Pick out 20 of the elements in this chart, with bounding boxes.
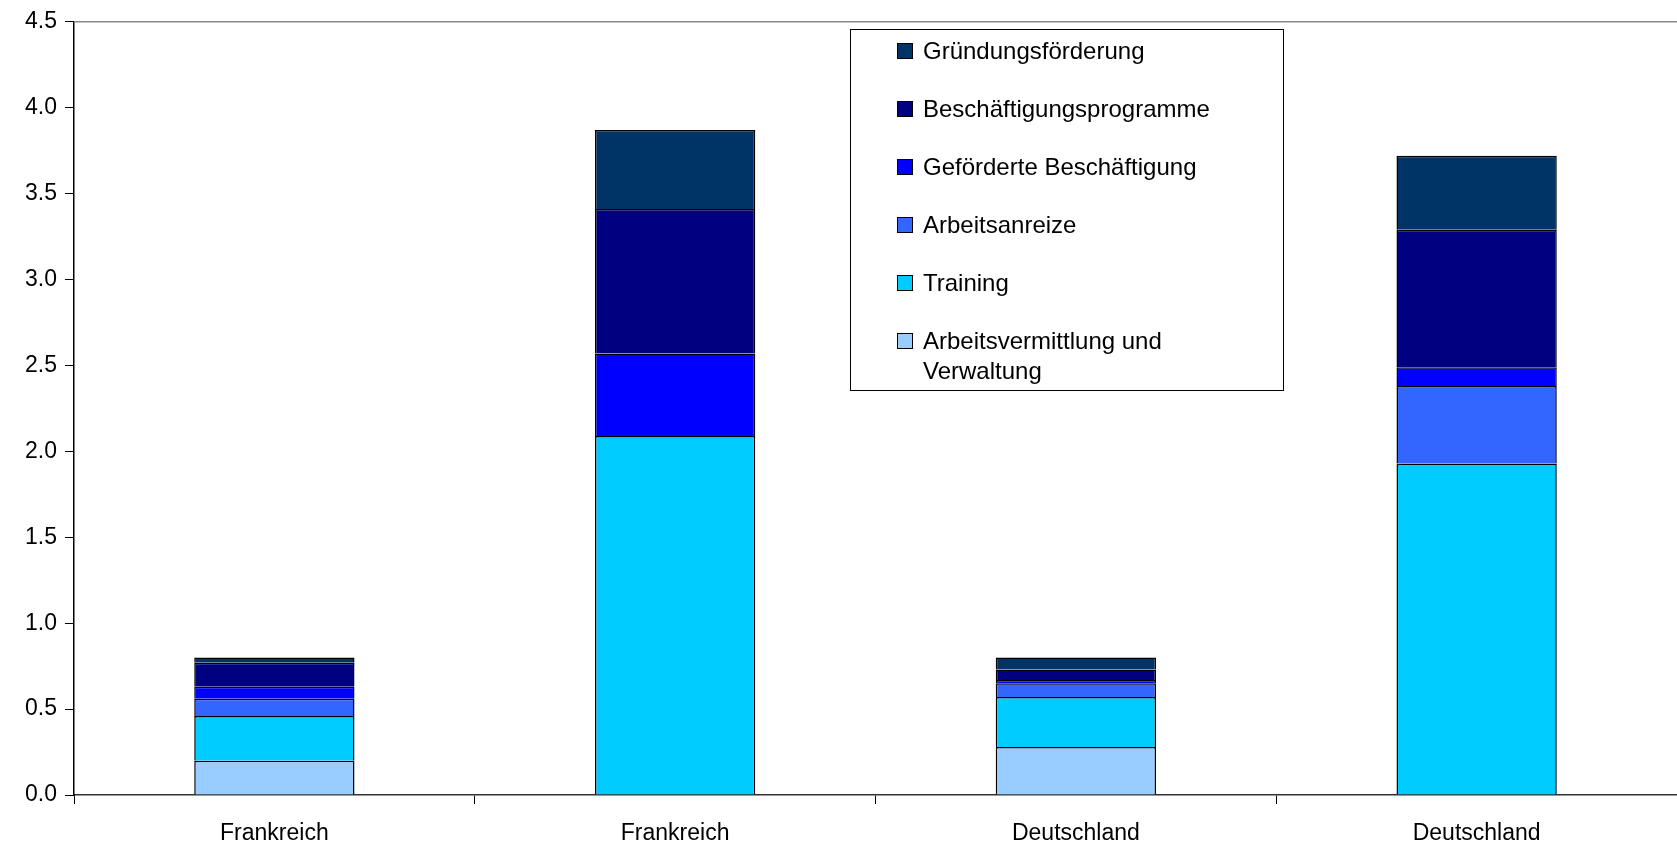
x-tick-label: Frankreich <box>220 819 329 846</box>
legend-label: Beschäftigungsprogramme <box>923 94 1210 124</box>
y-tick-label: 3.5 <box>25 178 57 205</box>
legend-label: Gründungsförderung <box>923 36 1145 66</box>
y-tick-label: 1.5 <box>25 522 57 549</box>
legend-label: Training <box>923 268 1009 298</box>
x-tick-label: Deutschland <box>1412 819 1541 846</box>
y-tick-label: 2.5 <box>25 350 57 377</box>
legend-label: Geförderte Beschäftigung <box>923 152 1197 182</box>
y-tick-label: 1.0 <box>25 608 57 635</box>
y-tick-label: 0.0 <box>25 780 57 807</box>
x-tick-label: Deutschland <box>1011 819 1140 846</box>
legend-label: Arbeitsanreize <box>923 210 1077 240</box>
y-tick-label: 2.0 <box>25 436 57 463</box>
y-tick-label: 0.5 <box>25 694 57 721</box>
legend-label: Arbeitsvermittlung und Verwaltung <box>923 326 1163 386</box>
y-tick-label: 4.5 <box>25 7 57 34</box>
y-tick-label: 4.0 <box>25 93 57 120</box>
x-tick-label: Frankreich <box>620 819 730 846</box>
y-tick-label: 3.0 <box>25 264 57 291</box>
